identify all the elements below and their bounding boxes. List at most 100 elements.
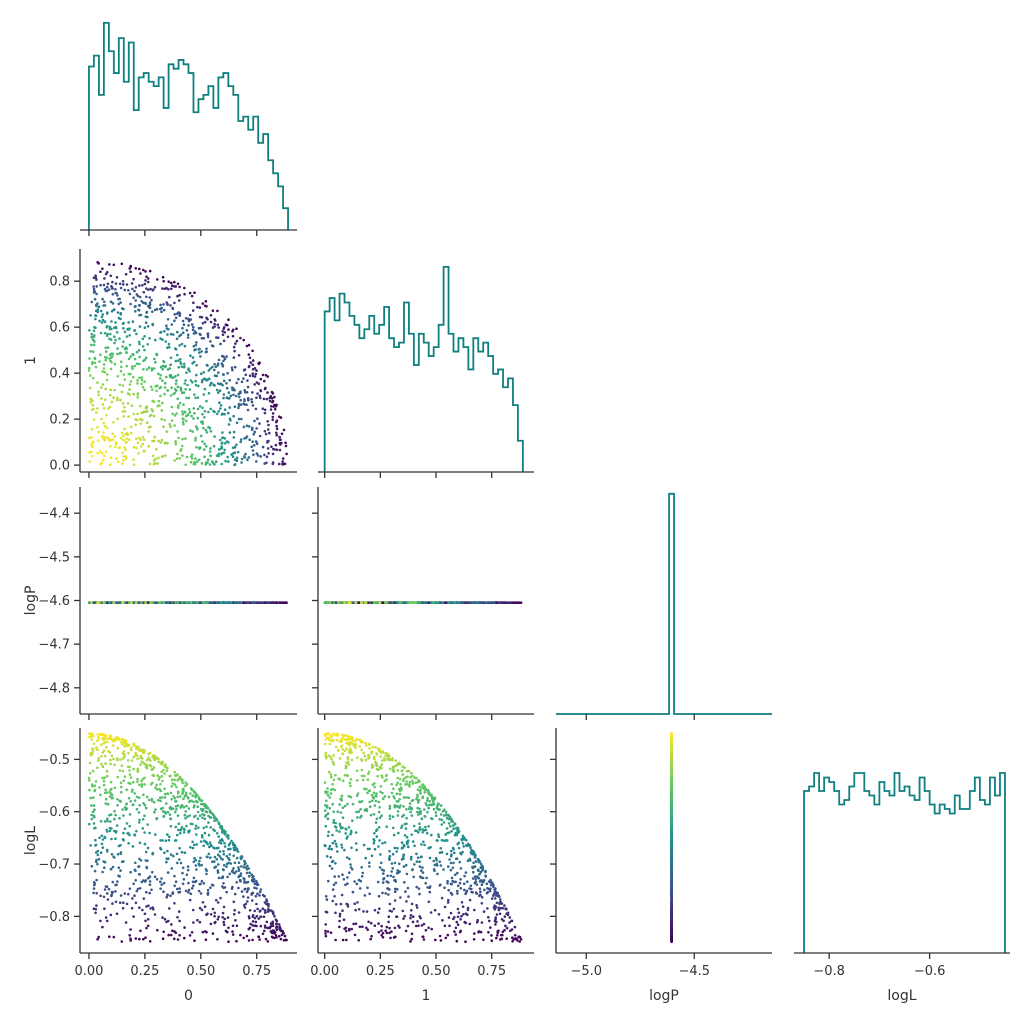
- scatter-point: [239, 872, 243, 875]
- scatter-point: [144, 850, 148, 854]
- scatter-point: [221, 916, 224, 919]
- scatter-point: [113, 335, 116, 339]
- scatter-point: [361, 871, 365, 875]
- scatter-point: [258, 434, 262, 438]
- scatter-point: [217, 821, 221, 825]
- scatter-point: [266, 908, 270, 911]
- scatter-point: [119, 852, 123, 855]
- scatter-point: [132, 296, 135, 300]
- scatter-point: [283, 934, 287, 938]
- scatter-point: [456, 923, 460, 926]
- scatter-point: [118, 875, 121, 878]
- scatter-point: [99, 283, 102, 287]
- scatter-point: [232, 430, 236, 434]
- scatter-point: [216, 362, 220, 366]
- scatter-point: [135, 332, 138, 336]
- scatter-point: [192, 345, 196, 348]
- scatter-point: [188, 814, 192, 817]
- scatter-point: [111, 865, 115, 869]
- scatter-point: [126, 759, 130, 762]
- scatter-point: [114, 813, 117, 817]
- scatter-point: [235, 339, 239, 343]
- scatter-point: [139, 272, 142, 275]
- scatter-point: [208, 841, 212, 844]
- scatter-point: [194, 425, 198, 428]
- scatter-point: [115, 912, 119, 915]
- scatter-point: [124, 921, 128, 924]
- scatter-point: [151, 454, 155, 458]
- scatter-point: [362, 843, 366, 847]
- scatter-point: [258, 361, 261, 365]
- scatter-point: [251, 899, 254, 902]
- scatter-point: [245, 890, 249, 893]
- scatter-point: [143, 762, 147, 766]
- scatter-point: [285, 938, 288, 942]
- scatter-point: [173, 783, 177, 786]
- scatter-point: [96, 938, 99, 941]
- scatter-point: [89, 314, 92, 317]
- scatter-point: [90, 436, 93, 439]
- scatter-point: [192, 860, 196, 864]
- scatter-point: [141, 442, 145, 446]
- scatter-point: [176, 795, 179, 799]
- scatter-point: [235, 601, 238, 604]
- scatter-point: [95, 904, 98, 907]
- scatter-point: [173, 930, 176, 933]
- y-tick-label: −0.8: [38, 910, 70, 925]
- scatter-point: [92, 329, 96, 333]
- scatter-point: [211, 932, 215, 935]
- scatter-point: [132, 780, 135, 784]
- scatter-point: [103, 776, 107, 779]
- scatter-point: [96, 308, 100, 311]
- scatter-point: [231, 924, 235, 928]
- scatter-point: [104, 450, 108, 453]
- scatter-point: [103, 454, 106, 458]
- scatter-point: [120, 764, 124, 768]
- scatter-point: [95, 411, 98, 414]
- scatter-point: [96, 407, 99, 410]
- scatter-point: [94, 274, 97, 278]
- scatter-point: [232, 871, 235, 874]
- scatter-point: [171, 412, 174, 416]
- scatter-point: [383, 841, 387, 844]
- scatter-point: [169, 825, 173, 828]
- scatter-point: [212, 444, 216, 448]
- scatter-point: [195, 373, 198, 377]
- scatter-point: [88, 366, 91, 370]
- scatter-point: [209, 320, 213, 324]
- scatter-point: [135, 829, 138, 833]
- scatter-point: [148, 880, 152, 883]
- scatter-point: [121, 280, 125, 283]
- scatter-point: [255, 452, 259, 455]
- scatter-point: [248, 916, 251, 920]
- scatter-point: [235, 443, 238, 447]
- scatter-point: [225, 601, 229, 604]
- scatter-point: [255, 369, 258, 372]
- scatter-point: [134, 901, 138, 905]
- scatter-point: [106, 437, 110, 440]
- scatter-point: [103, 320, 107, 323]
- scatter-point: [263, 908, 267, 912]
- scatter-point: [145, 758, 149, 762]
- scatter-point: [240, 890, 244, 893]
- scatter-point: [208, 809, 212, 812]
- scatter-point: [183, 851, 187, 854]
- scatter-point: [138, 803, 141, 807]
- scatter-point: [202, 393, 206, 396]
- scatter-point: [141, 827, 145, 830]
- x-tick-label: 0.25: [130, 964, 159, 979]
- scatter-point: [186, 383, 189, 387]
- scatter-point: [122, 742, 125, 745]
- scatter-point: [199, 355, 202, 358]
- scatter-point: [123, 427, 126, 431]
- scatter-point: [453, 601, 457, 604]
- scatter-point: [194, 379, 197, 383]
- scatter-point: [421, 601, 425, 604]
- scatter-point: [169, 281, 173, 285]
- scatter-point: [124, 808, 128, 811]
- scatter-point: [261, 907, 265, 910]
- scatter-point: [201, 601, 204, 604]
- scatter-point: [97, 759, 100, 762]
- scatter-point: [101, 370, 104, 373]
- scatter-point: [193, 460, 196, 464]
